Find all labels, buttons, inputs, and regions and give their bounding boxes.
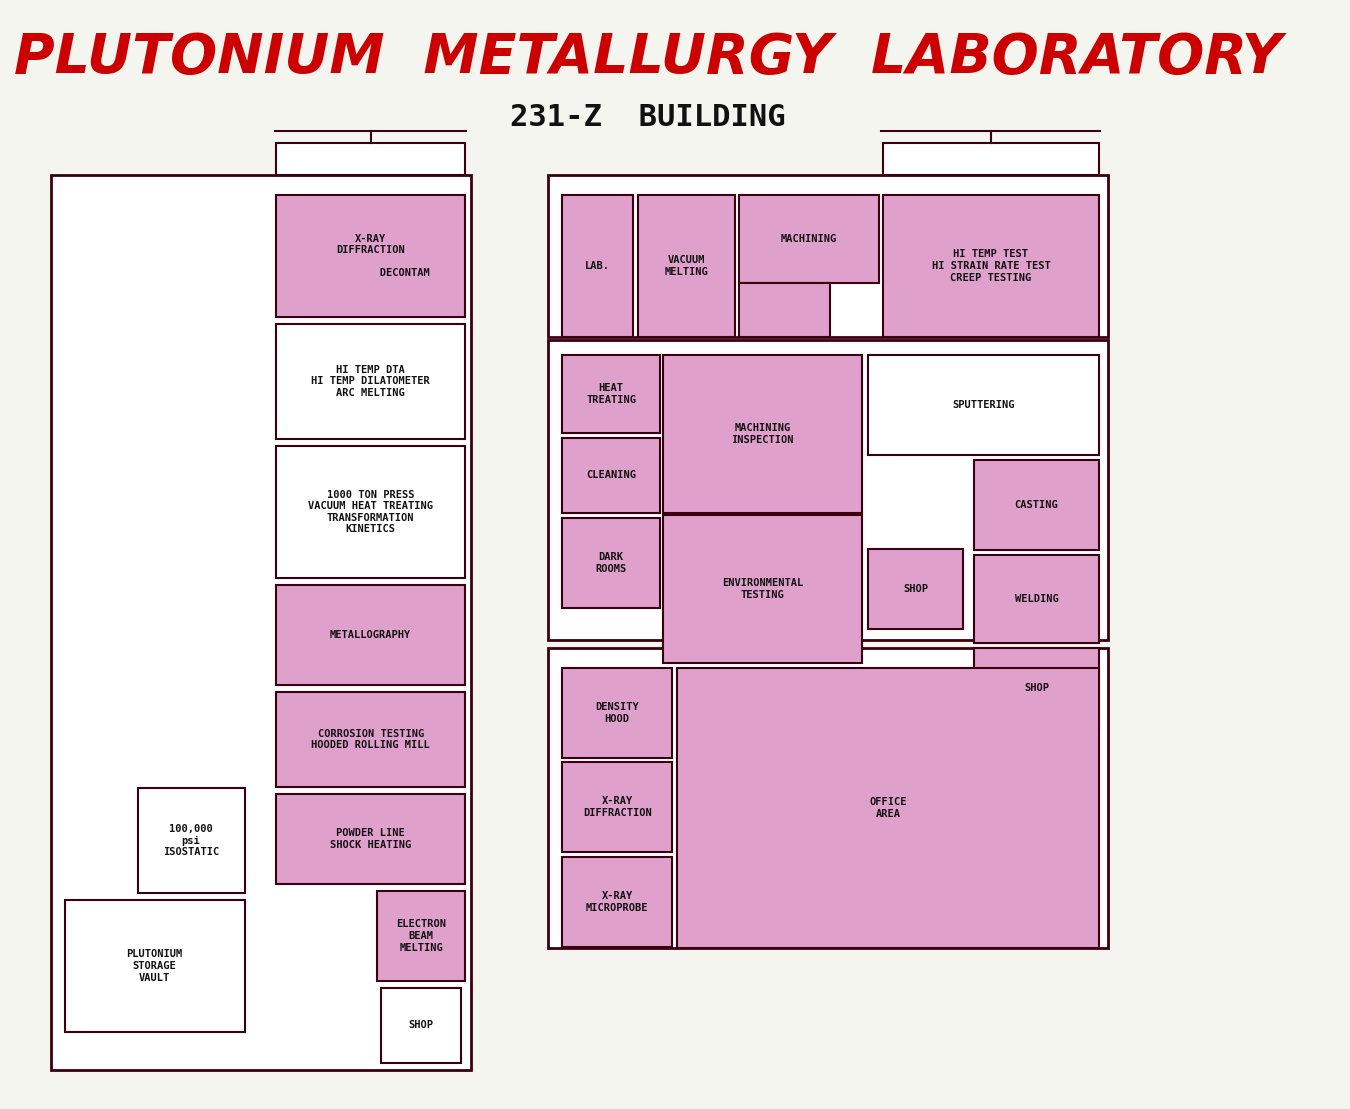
Text: CASTING: CASTING: [1015, 500, 1058, 510]
Bar: [868, 549, 963, 629]
Text: HI TEMP TEST
HI STRAIN RATE TEST
CREEP TESTING: HI TEMP TEST HI STRAIN RATE TEST CREEP T…: [931, 250, 1050, 283]
Text: 100,000
psi
ISOSTATIC: 100,000 psi ISOSTATIC: [163, 824, 219, 857]
Bar: [277, 692, 464, 787]
Bar: [637, 195, 736, 337]
Text: X-RAY
DIFFRACTION

           DECONTAM: X-RAY DIFFRACTION DECONTAM: [312, 234, 431, 278]
Text: VACUUM
MELTING: VACUUM MELTING: [664, 255, 709, 277]
Text: X-RAY
DIFFRACTION: X-RAY DIFFRACTION: [583, 796, 652, 817]
Bar: [563, 355, 660, 433]
Bar: [65, 901, 244, 1032]
Bar: [563, 438, 660, 513]
Bar: [663, 355, 861, 513]
Text: ENVIRONMENTAL
TESTING: ENVIRONMENTAL TESTING: [722, 578, 803, 600]
Text: METALLOGRAPHY: METALLOGRAPHY: [329, 630, 412, 640]
Bar: [973, 554, 1099, 643]
Bar: [663, 515, 861, 663]
Bar: [277, 143, 464, 175]
Text: MACHINING: MACHINING: [780, 234, 837, 244]
Text: MACHINING
INSPECTION: MACHINING INSPECTION: [732, 424, 794, 445]
Text: SHOP: SHOP: [409, 1020, 433, 1030]
Text: PLUTONIUM
STORAGE
VAULT: PLUTONIUM STORAGE VAULT: [127, 949, 182, 983]
Text: POWDER LINE
SHOCK HEATING: POWDER LINE SHOCK HEATING: [329, 828, 412, 849]
Text: 231-Z  BUILDING: 231-Z BUILDING: [510, 103, 786, 132]
Text: X-RAY
MICROPROBE: X-RAY MICROPROBE: [586, 892, 648, 913]
Bar: [738, 283, 830, 337]
Bar: [378, 891, 464, 981]
Text: ELECTRON
BEAM
MELTING: ELECTRON BEAM MELTING: [396, 919, 447, 953]
Bar: [381, 988, 462, 1064]
Bar: [563, 195, 633, 337]
Text: LAB.: LAB.: [585, 261, 610, 271]
Text: 1000 TON PRESS
VACUUM HEAT TREATING
TRANSFORMATION
KINETICS: 1000 TON PRESS VACUUM HEAT TREATING TRAN…: [308, 489, 433, 535]
Text: HEAT
TREATING: HEAT TREATING: [586, 384, 636, 405]
Bar: [548, 340, 1108, 640]
Bar: [51, 175, 471, 1070]
Bar: [973, 648, 1099, 728]
Text: CLEANING: CLEANING: [586, 470, 636, 480]
Bar: [563, 518, 660, 608]
Bar: [563, 857, 672, 947]
Text: WELDING: WELDING: [1015, 594, 1058, 604]
Bar: [277, 324, 464, 439]
Bar: [548, 175, 1108, 337]
Bar: [883, 143, 1099, 175]
Text: SPUTTERING: SPUTTERING: [952, 400, 1015, 410]
Bar: [883, 195, 1099, 337]
Bar: [563, 668, 672, 757]
Text: PLUTONIUM  METALLURGY  LABORATORY: PLUTONIUM METALLURGY LABORATORY: [14, 31, 1282, 85]
Bar: [868, 355, 1099, 455]
Bar: [548, 648, 1108, 948]
Bar: [563, 762, 672, 852]
Bar: [738, 195, 879, 283]
Text: DENSITY
HOOD: DENSITY HOOD: [595, 702, 639, 724]
Bar: [676, 668, 1099, 948]
Bar: [277, 195, 464, 317]
Bar: [277, 794, 464, 884]
Text: DARK
ROOMS: DARK ROOMS: [595, 552, 626, 573]
Bar: [973, 460, 1099, 550]
Text: OFFICE
AREA: OFFICE AREA: [869, 797, 907, 818]
Bar: [138, 788, 244, 893]
Text: HI TEMP DTA
HI TEMP DILATOMETER
ARC MELTING: HI TEMP DTA HI TEMP DILATOMETER ARC MELT…: [312, 365, 431, 398]
Text: SHOP: SHOP: [1025, 683, 1049, 693]
Bar: [277, 586, 464, 685]
Bar: [277, 446, 464, 578]
Text: SHOP: SHOP: [903, 584, 927, 594]
Text: CORROSION TESTING
HOODED ROLLING MILL: CORROSION TESTING HOODED ROLLING MILL: [312, 729, 431, 751]
